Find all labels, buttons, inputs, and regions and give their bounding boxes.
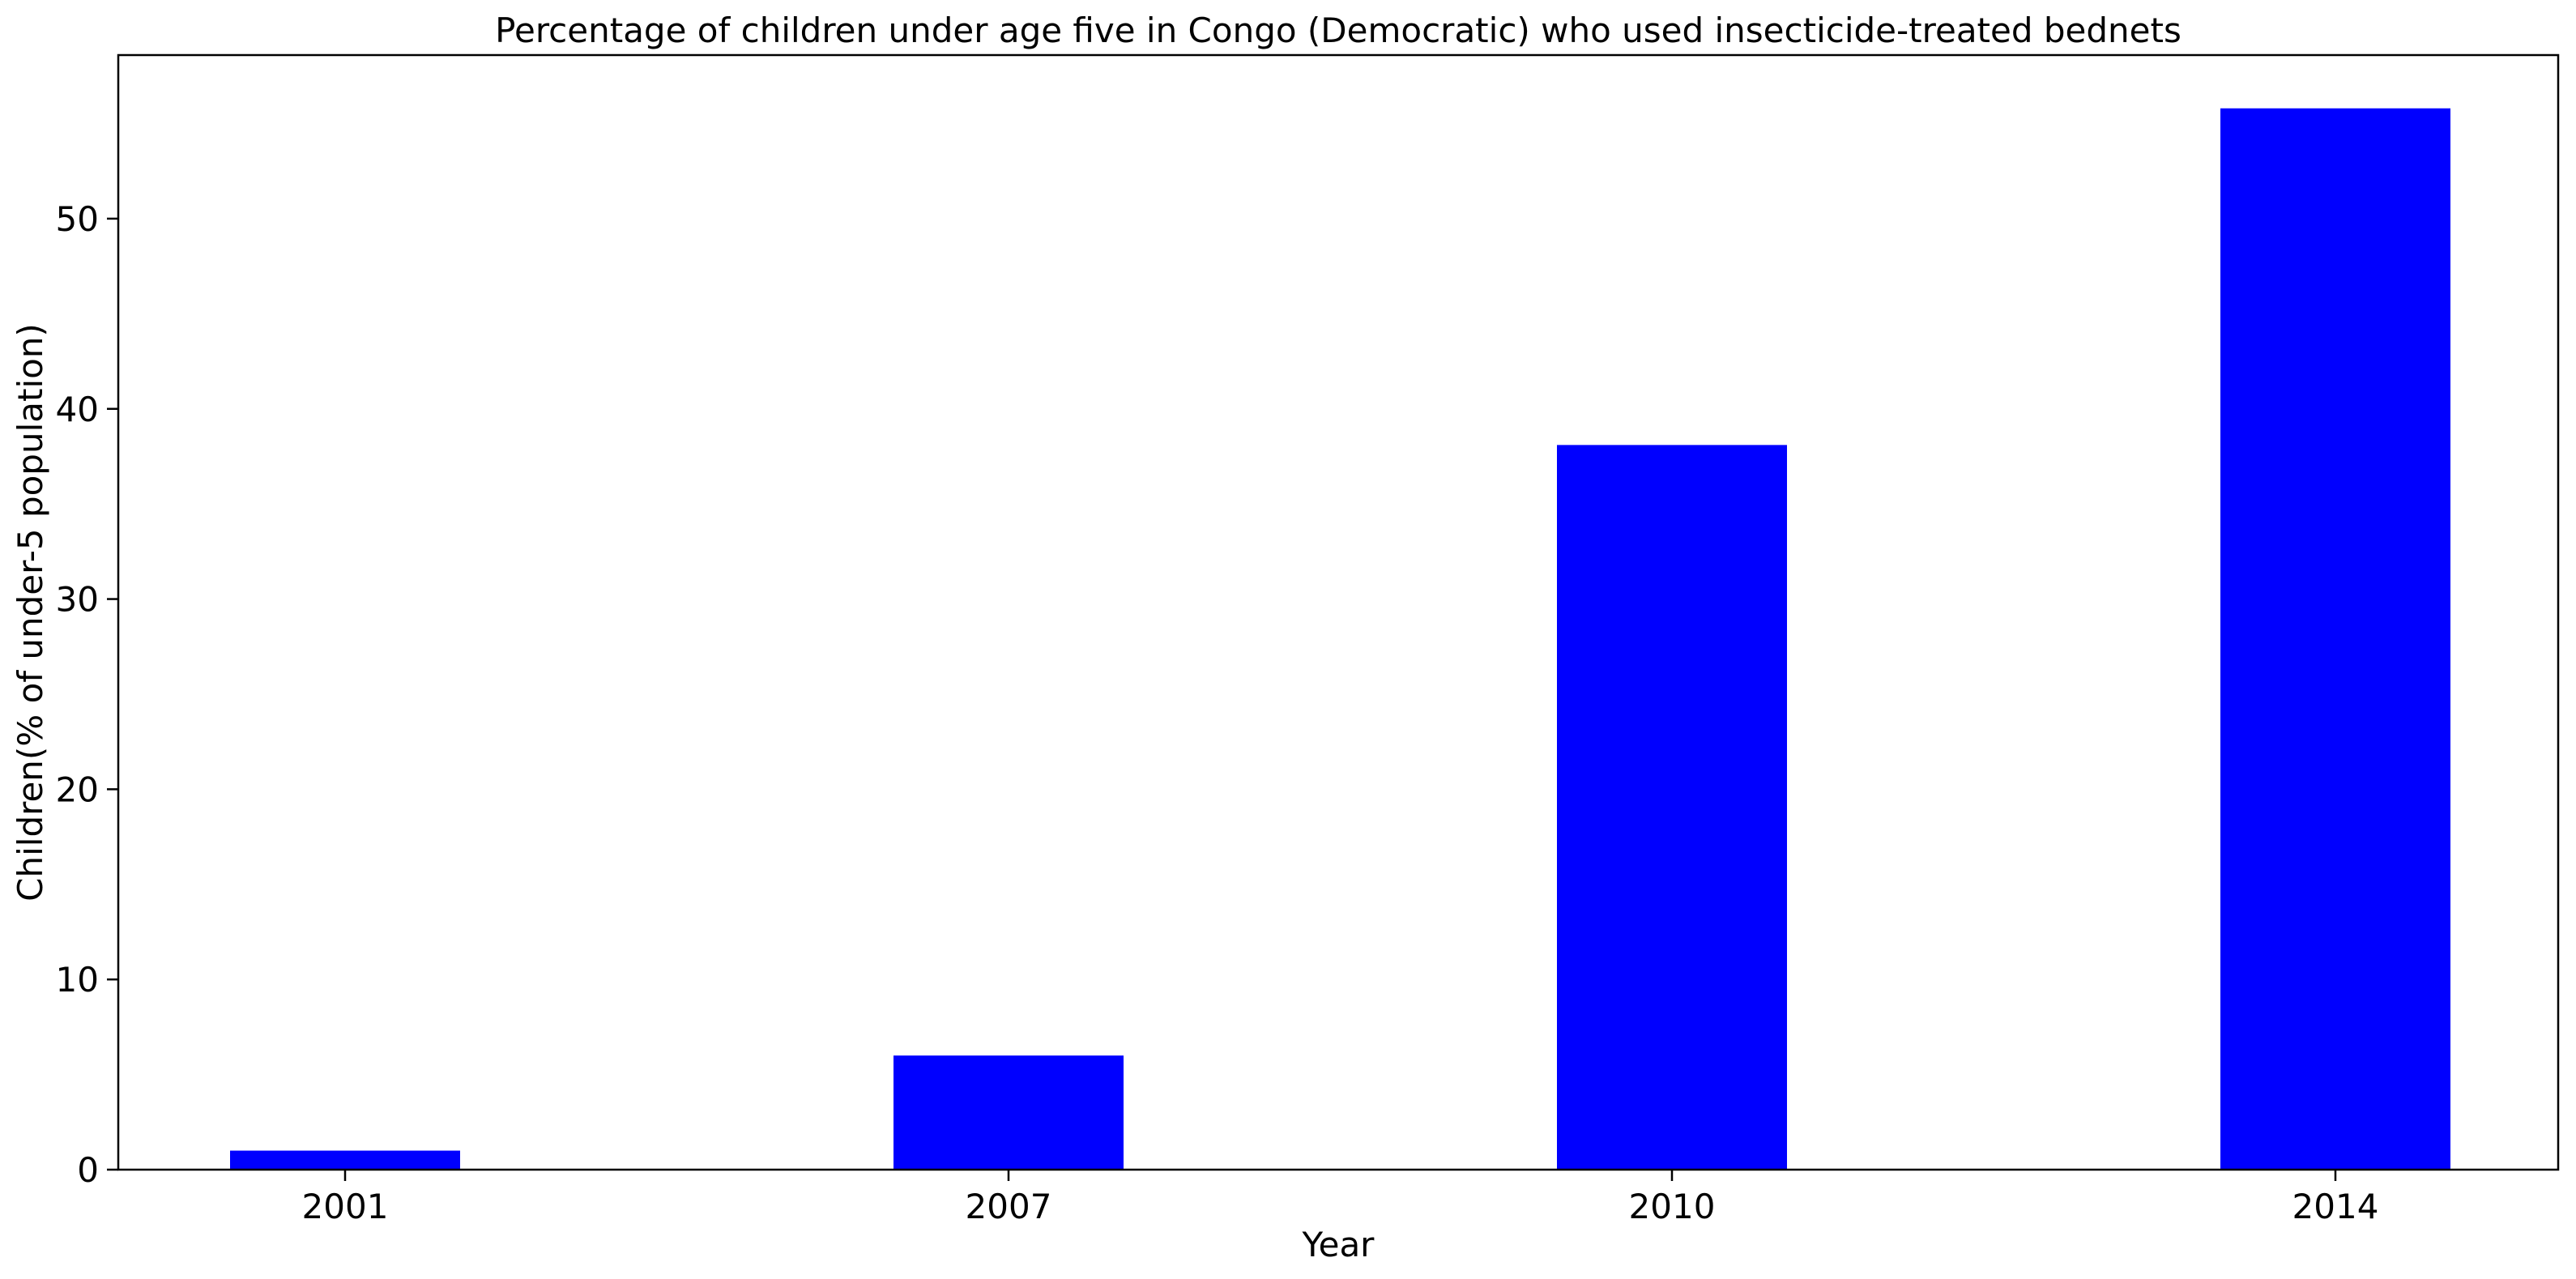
y-tick-label-10: 10 [56, 960, 99, 1000]
bars-layer [230, 108, 2450, 1170]
bar-2014 [2220, 108, 2450, 1170]
x-tick-label-2007: 2007 [966, 1187, 1052, 1226]
plot-frame [117, 53, 2560, 1171]
bar-2001 [230, 1150, 460, 1170]
bar-2010 [1557, 445, 1787, 1170]
x-tick-label-2014: 2014 [2292, 1187, 2379, 1226]
chart-title: Percentage of children under age five in… [495, 11, 2181, 50]
y-axis-ticks: 0 10 20 30 40 50 [56, 199, 118, 1190]
bar-2007 [893, 1055, 1124, 1170]
y-tick-label-20: 20 [56, 770, 99, 809]
y-tick-label-40: 40 [56, 390, 99, 429]
x-tick-label-2010: 2010 [1629, 1187, 1716, 1226]
x-axis-ticks: 2001 2007 2010 2014 [302, 1170, 2379, 1226]
x-tick-label-2001: 2001 [302, 1187, 389, 1226]
y-tick-label-50: 50 [56, 199, 99, 239]
y-tick-label-30: 30 [56, 580, 99, 620]
x-axis-label: Year [1302, 1225, 1375, 1264]
y-axis-label: Children(% of under-5 population) [11, 323, 50, 902]
y-tick-label-0: 0 [77, 1150, 99, 1190]
